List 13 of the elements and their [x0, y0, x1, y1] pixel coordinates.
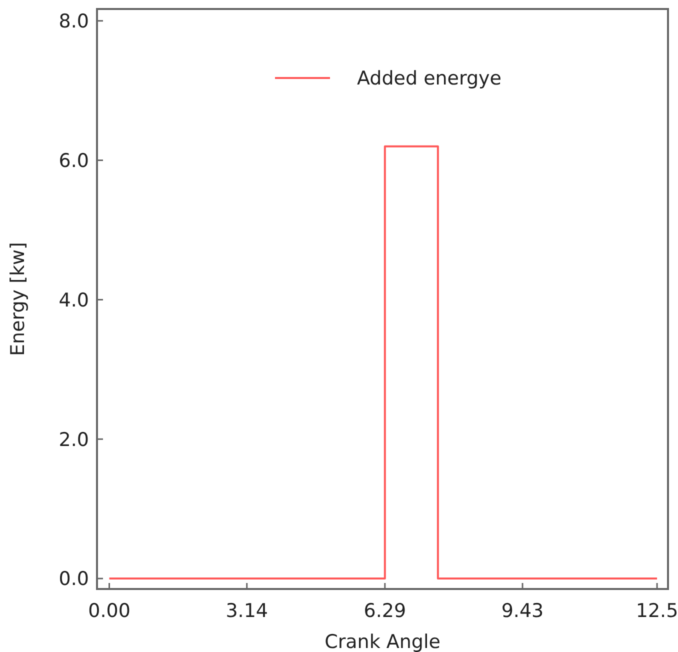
x-axis-title: Crank Angle: [324, 631, 440, 652]
y-axis-title: Energy [kw]: [7, 242, 29, 356]
x-tick-label: 12.5: [636, 600, 678, 622]
x-tick-label: 0.00: [88, 600, 130, 622]
y-tick-label: 4.0: [58, 289, 89, 312]
x-tick-label: 3.14: [226, 600, 268, 622]
x-tick-label: 9.43: [501, 600, 544, 622]
y-tick-label: 2.0: [58, 428, 89, 451]
legend-label: Added energye: [357, 68, 502, 90]
x-tick-label: 6.29: [364, 600, 406, 622]
y-tick-label: 6.0: [58, 150, 89, 172]
y-tick-label: 8.0: [58, 10, 89, 32]
y-tick-label: 0.0: [58, 568, 89, 590]
